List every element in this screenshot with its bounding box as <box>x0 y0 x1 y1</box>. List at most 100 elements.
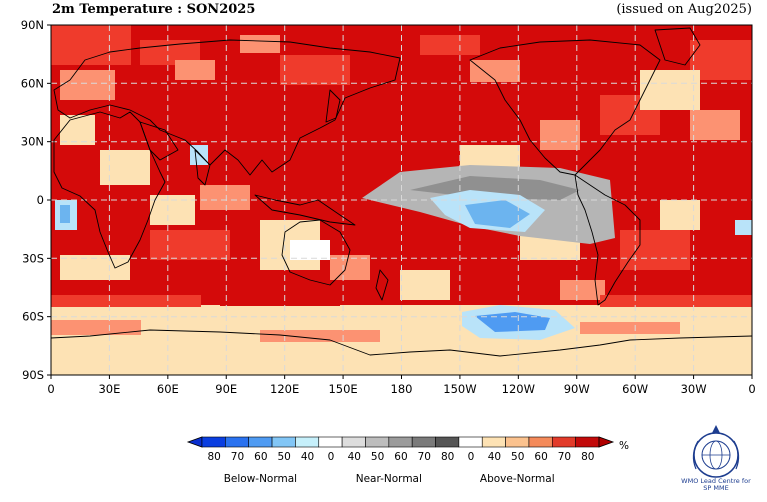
lon-tick-label: 180 <box>391 382 413 396</box>
africa-coast <box>53 111 166 269</box>
wmo-logo-icon <box>692 425 740 478</box>
lon-tick-label: 0 <box>47 382 54 396</box>
colorbar-swatch <box>575 436 600 448</box>
issued-date: (issued on Aug2025) <box>616 2 752 17</box>
field-patch <box>400 270 450 300</box>
field-patch <box>640 70 700 110</box>
australia-coast <box>281 219 351 286</box>
colorbar-arrow-left <box>186 436 203 448</box>
tick-marks <box>47 24 753 379</box>
colorbar-tick-label: 60 <box>254 451 267 463</box>
antarctica-coast <box>51 329 752 357</box>
india-coast <box>194 149 211 186</box>
map-title: 2m Temperature : SON2025 <box>52 2 256 17</box>
colorbar-swatch <box>201 436 226 448</box>
field-patch <box>60 115 95 145</box>
lon-tick-label: 30E <box>98 382 120 396</box>
field-patch <box>580 322 680 334</box>
near-normal-patch <box>290 240 330 260</box>
lon-tick-label: 0 <box>748 382 755 396</box>
lon-tick-label: 120W <box>502 382 535 396</box>
colorbar-arrow-right <box>598 436 615 448</box>
colorbar-swatch <box>481 436 506 448</box>
colorbar-swatch <box>458 436 483 448</box>
lat-tick-label: 30S <box>22 251 44 265</box>
colorbar-swatch <box>388 436 413 448</box>
lon-tick-label: 90E <box>215 382 237 396</box>
lat-tick-label: 90S <box>22 368 44 382</box>
colorbar-swatch <box>248 436 273 448</box>
colorbar-tick-label: 80 <box>207 451 220 463</box>
colorbar-swatch <box>365 436 390 448</box>
logo-caption-line2: SP MME <box>703 484 729 492</box>
temperature-field <box>51 25 752 375</box>
lat-tick-label: 30N <box>21 135 44 149</box>
colorbar-tick-label: 70 <box>231 451 244 463</box>
field-patch <box>690 40 752 80</box>
below-normal-patch <box>735 220 752 235</box>
colorbar-tick-label: 40 <box>301 451 314 463</box>
maritime-coast <box>254 194 356 226</box>
greenland-coast <box>654 27 701 66</box>
colorbar-swatch <box>528 436 553 448</box>
field-patch <box>540 120 580 150</box>
colorbar-swatch <box>341 436 366 448</box>
arabia-coast <box>139 121 179 161</box>
colorbar-tick-label: 70 <box>558 451 571 463</box>
north-america-coast <box>469 39 661 176</box>
lon-tick-label: 150E <box>328 382 357 396</box>
colorbar-swatch <box>271 436 296 448</box>
field-patch <box>150 230 230 260</box>
field-patch <box>470 60 520 82</box>
colorbar-swatch <box>295 436 320 448</box>
field-patch <box>100 150 150 185</box>
field-patch <box>560 280 605 300</box>
field-patch <box>51 320 141 335</box>
colorbar-tick-label: 0 <box>328 451 335 463</box>
below-normal-core <box>60 205 70 223</box>
lat-tick-label: 90N <box>21 18 44 32</box>
colorbar-swatch <box>505 436 530 448</box>
below-normal-core <box>465 200 530 228</box>
colorbar-swatch <box>318 436 343 448</box>
lon-tick-label: 60W <box>622 382 648 396</box>
colorbar-swatch <box>411 436 436 448</box>
colorbar-group-label: Near-Normal <box>356 473 422 485</box>
field-patch <box>260 330 380 342</box>
longitude-labels: 0 30E 60E 90E 120E 150E 180 150W 120W 90W 60W 30W 0 <box>47 382 755 396</box>
lon-tick-label: 30W <box>681 382 707 396</box>
lat-tick-label: 60N <box>21 76 44 90</box>
graticule <box>51 25 752 375</box>
colorbar-tick-label: 40 <box>348 451 361 463</box>
coastlines <box>51 27 752 357</box>
colorbar-unit: % <box>619 440 629 452</box>
colorbar-tick-label: 40 <box>488 451 501 463</box>
colorbar-tick-label: 80 <box>581 451 594 463</box>
colorbar: 80 70 60 50 40 0 40 50 60 70 80 0 40 50 60 70 80% Below-N… <box>186 436 629 485</box>
field-patch <box>690 110 740 140</box>
latitude-labels: 90N 60N 30N 0 30S 60S 90S <box>21 18 44 382</box>
colorbar-tick-label: 60 <box>534 451 547 463</box>
colorbar-tick-label: 50 <box>511 451 524 463</box>
lon-tick-label: 120E <box>270 382 299 396</box>
lat-tick-label: 60S <box>22 310 44 324</box>
nz-coast <box>375 269 389 301</box>
lon-tick-label: 90W <box>564 382 590 396</box>
colorbar-tick-label: 0 <box>468 451 475 463</box>
colorbar-swatch <box>435 436 460 448</box>
colorbar-swatch <box>225 436 250 448</box>
eurasia-coast <box>53 39 401 176</box>
japan-coast <box>325 89 341 123</box>
below-normal-patch <box>190 145 208 165</box>
colorbar-tick-label: 50 <box>371 451 384 463</box>
colorbar-tick-label: 60 <box>394 451 407 463</box>
field-patch <box>280 55 350 85</box>
field-patch <box>620 230 690 270</box>
field-patch <box>200 185 250 210</box>
colorbar-swatch <box>551 436 576 448</box>
colorbar-tick-label: 80 <box>441 451 454 463</box>
colorbar-group-label: Below-Normal <box>224 473 297 485</box>
field-patch <box>60 70 115 100</box>
field-patch <box>60 255 130 280</box>
